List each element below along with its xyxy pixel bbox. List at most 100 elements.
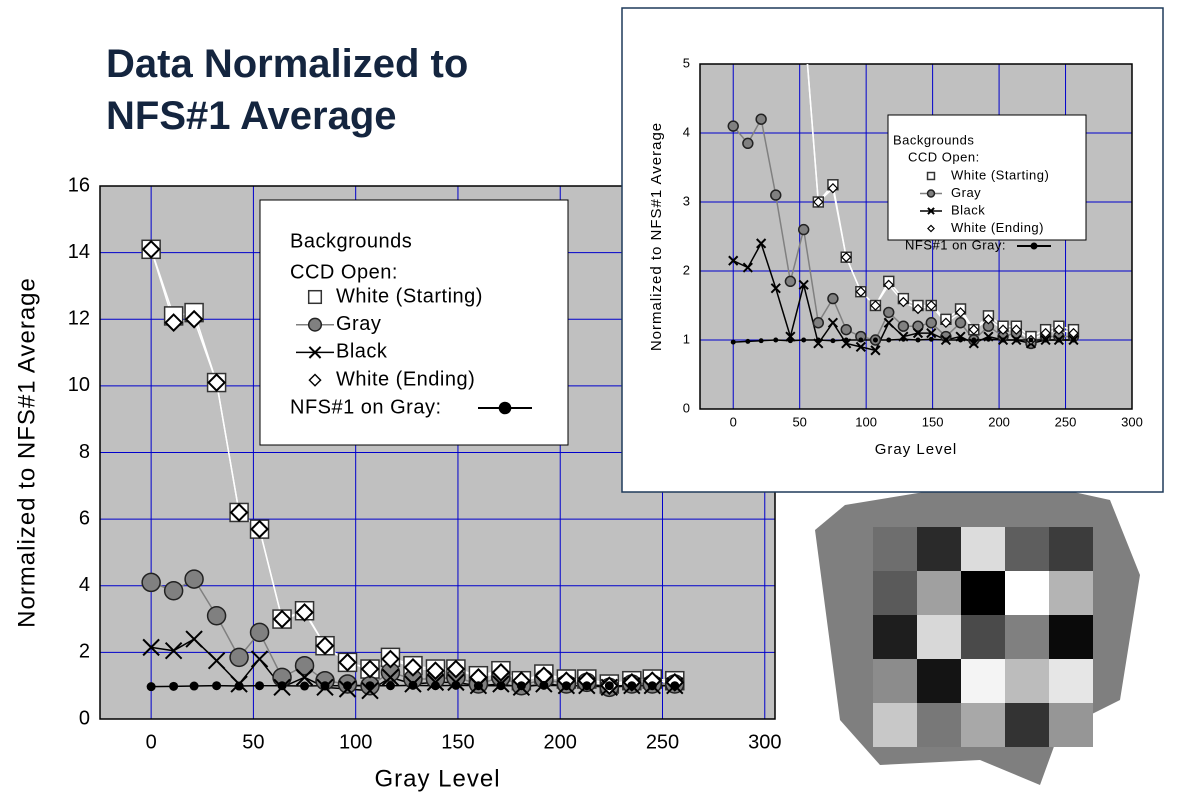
x-marker [983,331,994,342]
diamond-marker [927,224,935,233]
square-marker [307,289,323,305]
diamond-marker [308,373,322,387]
circle-marker [229,647,249,668]
y-axis-label: Normalized to NFS#1 Average [13,277,40,628]
x-tick-label: 0 [730,414,737,429]
circle-marker [925,317,937,329]
pixel [917,571,961,615]
pixel [961,527,1005,571]
dot-marker [872,337,878,343]
diamond-marker [426,661,445,681]
pixel [961,659,1005,703]
pixel [873,659,917,703]
y-tick-label: 2 [79,641,90,663]
diamond-marker [883,279,894,291]
dot-marker [773,337,779,343]
dot-marker [582,681,592,691]
y-tick-label: 4 [683,124,690,139]
dot-marker [365,681,375,691]
legend-label: Gray [336,313,381,335]
dot-marker [451,680,461,690]
diamond-marker [250,519,269,539]
diamond-marker [229,503,249,522]
dot-marker [473,681,483,691]
pixel [917,703,961,747]
dot-marker [146,682,156,692]
dot-marker [408,680,418,690]
dot-marker [604,681,614,691]
dot-marker [561,681,571,691]
x-axis-label: Gray Level [374,765,500,792]
diamond-marker [446,659,466,679]
x-marker [295,668,314,687]
x-tick-label: 300 [1121,414,1143,429]
dot-marker [277,681,287,691]
dot-marker [843,337,849,343]
x-marker [898,331,909,342]
x-marker [361,681,379,700]
pixel [873,615,917,659]
x-marker [883,317,894,328]
y-tick-label: 4 [79,574,90,596]
dot-marker [1030,242,1038,250]
dot-marker [943,337,949,343]
dot-marker [915,337,921,343]
diamond-marker [840,251,852,263]
circle-marker [926,189,936,198]
y-tick-label: 5 [683,55,690,70]
dot-marker [858,337,864,343]
x-marker [381,668,400,687]
diamond-marker [1068,327,1079,339]
dot-marker [1071,337,1076,343]
plot-content [727,64,1080,356]
diamond-marker [141,239,161,259]
circle-marker [912,320,924,332]
dot-marker [830,338,836,344]
legend-label: NFS#1 on Gray: [905,237,1006,252]
circle-marker [883,306,895,319]
circle-marker [141,572,161,593]
x-tick-label: 200 [544,731,577,753]
dot-marker [1013,337,1019,343]
legend-title: Backgrounds [290,230,412,252]
diamond-marker [315,636,335,656]
dot-marker [343,681,352,691]
circle-marker [755,113,767,125]
plot-content [141,239,685,700]
circle-marker [742,137,754,150]
diamond-marker [968,324,980,335]
x-marker [756,238,767,249]
y-tick-label: 8 [79,441,90,463]
dot-marker [886,337,892,343]
dot-marker [169,681,179,691]
dot-marker [745,338,751,344]
dot-marker [1028,337,1034,343]
diamond-marker [912,303,924,315]
diamond-marker [940,317,952,328]
legend-label: White (Starting) [336,285,483,307]
dot-marker [385,681,395,691]
legend-subtitle: CCD Open: [908,149,980,164]
dot-marker [758,338,764,344]
circle-marker [206,605,227,626]
x-marker [841,338,852,349]
x-marker [164,642,183,660]
x-marker [742,262,753,273]
pixel [961,703,1005,747]
y-tick-label: 2 [683,262,690,277]
diamond-marker [491,662,511,682]
circle-marker [812,317,825,329]
x-marker [927,207,935,215]
circle-marker [797,223,810,236]
pixel-grid [873,527,1093,747]
y-tick-label: 16 [68,174,90,196]
x-tick-label: 300 [748,731,781,753]
diamond-marker [813,196,824,208]
x-tick-label: 150 [441,731,474,753]
diamond-marker [360,659,380,679]
y-tick-label: 1 [683,331,690,346]
dot-marker [516,681,526,691]
x-marker [827,317,839,328]
pixel [873,703,917,747]
